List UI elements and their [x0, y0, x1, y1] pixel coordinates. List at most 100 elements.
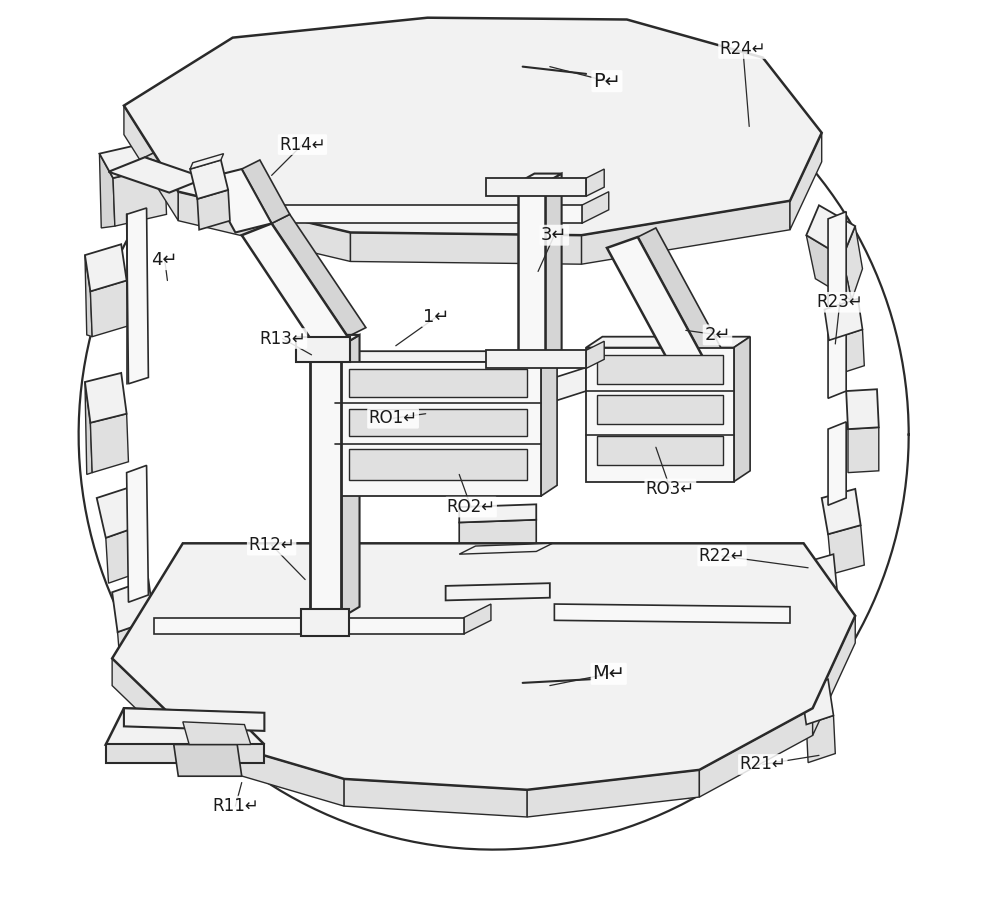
Polygon shape: [113, 166, 167, 226]
Polygon shape: [99, 142, 165, 178]
Polygon shape: [242, 224, 348, 348]
Polygon shape: [183, 722, 251, 744]
Polygon shape: [112, 580, 154, 632]
Polygon shape: [310, 335, 360, 345]
Polygon shape: [466, 552, 527, 589]
Polygon shape: [518, 183, 545, 359]
Polygon shape: [719, 121, 779, 181]
Polygon shape: [90, 281, 128, 336]
Polygon shape: [829, 329, 864, 376]
Polygon shape: [801, 679, 833, 724]
Polygon shape: [349, 369, 527, 396]
Polygon shape: [341, 335, 360, 617]
Polygon shape: [806, 235, 852, 301]
Polygon shape: [699, 708, 813, 797]
Polygon shape: [335, 362, 541, 496]
Polygon shape: [154, 617, 464, 634]
Text: R14↵: R14↵: [279, 135, 326, 154]
Polygon shape: [597, 436, 723, 465]
Polygon shape: [112, 658, 190, 761]
Polygon shape: [190, 154, 224, 169]
Polygon shape: [541, 351, 557, 496]
Polygon shape: [790, 133, 822, 230]
Polygon shape: [242, 160, 290, 224]
Text: R13↵: R13↵: [259, 329, 306, 347]
Polygon shape: [85, 382, 92, 474]
Polygon shape: [174, 744, 242, 776]
Polygon shape: [783, 598, 824, 646]
Polygon shape: [349, 449, 527, 480]
Polygon shape: [349, 409, 527, 436]
Polygon shape: [190, 734, 344, 806]
Polygon shape: [178, 192, 350, 262]
Text: R12↵: R12↵: [248, 536, 295, 554]
Polygon shape: [255, 205, 582, 224]
Polygon shape: [272, 215, 366, 336]
Polygon shape: [545, 174, 562, 359]
Polygon shape: [85, 255, 92, 336]
Polygon shape: [106, 708, 264, 744]
Polygon shape: [788, 637, 828, 692]
Text: R21↵: R21↵: [739, 755, 786, 774]
Polygon shape: [828, 212, 846, 398]
Polygon shape: [301, 608, 349, 635]
Text: R22↵: R22↵: [699, 547, 745, 565]
Polygon shape: [638, 228, 725, 364]
Polygon shape: [828, 525, 864, 574]
Text: 3↵: 3↵: [541, 226, 568, 245]
Polygon shape: [205, 169, 272, 233]
Text: R23↵: R23↵: [816, 294, 863, 311]
Polygon shape: [518, 174, 562, 183]
Polygon shape: [124, 708, 264, 731]
Text: P↵: P↵: [593, 72, 621, 91]
Polygon shape: [459, 520, 536, 557]
Polygon shape: [527, 770, 699, 817]
Polygon shape: [127, 465, 148, 603]
Polygon shape: [85, 373, 127, 423]
Polygon shape: [344, 779, 527, 817]
Polygon shape: [541, 367, 586, 405]
Polygon shape: [554, 604, 790, 623]
Polygon shape: [824, 299, 862, 340]
Polygon shape: [586, 169, 604, 196]
Polygon shape: [586, 341, 604, 368]
Text: M↵: M↵: [592, 664, 625, 684]
Polygon shape: [597, 395, 723, 424]
Polygon shape: [97, 486, 142, 538]
Polygon shape: [582, 201, 790, 265]
Polygon shape: [335, 351, 557, 362]
Polygon shape: [813, 615, 855, 735]
Polygon shape: [808, 554, 837, 598]
Polygon shape: [197, 190, 230, 230]
Polygon shape: [106, 525, 145, 584]
Polygon shape: [190, 160, 228, 199]
Polygon shape: [848, 427, 879, 473]
Polygon shape: [127, 208, 148, 384]
Polygon shape: [486, 178, 586, 196]
Polygon shape: [106, 744, 264, 763]
Text: 4↵: 4↵: [151, 251, 178, 269]
Polygon shape: [828, 422, 846, 505]
Polygon shape: [459, 504, 536, 523]
Polygon shape: [806, 715, 835, 763]
Text: R11↵: R11↵: [212, 797, 259, 815]
Polygon shape: [734, 336, 750, 482]
Polygon shape: [145, 148, 224, 178]
Polygon shape: [582, 192, 609, 224]
Text: RO1↵: RO1↵: [369, 409, 418, 427]
Polygon shape: [350, 233, 582, 265]
Polygon shape: [310, 345, 341, 617]
Polygon shape: [90, 414, 128, 473]
Polygon shape: [124, 17, 822, 235]
Polygon shape: [719, 94, 783, 135]
Polygon shape: [607, 237, 707, 375]
Polygon shape: [112, 544, 855, 790]
Polygon shape: [822, 489, 861, 534]
Polygon shape: [109, 157, 205, 193]
Polygon shape: [301, 148, 328, 181]
Polygon shape: [806, 205, 855, 257]
Polygon shape: [486, 350, 586, 368]
Text: 1↵: 1↵: [423, 308, 450, 325]
Text: 2↵: 2↵: [704, 326, 731, 344]
Polygon shape: [464, 604, 491, 634]
